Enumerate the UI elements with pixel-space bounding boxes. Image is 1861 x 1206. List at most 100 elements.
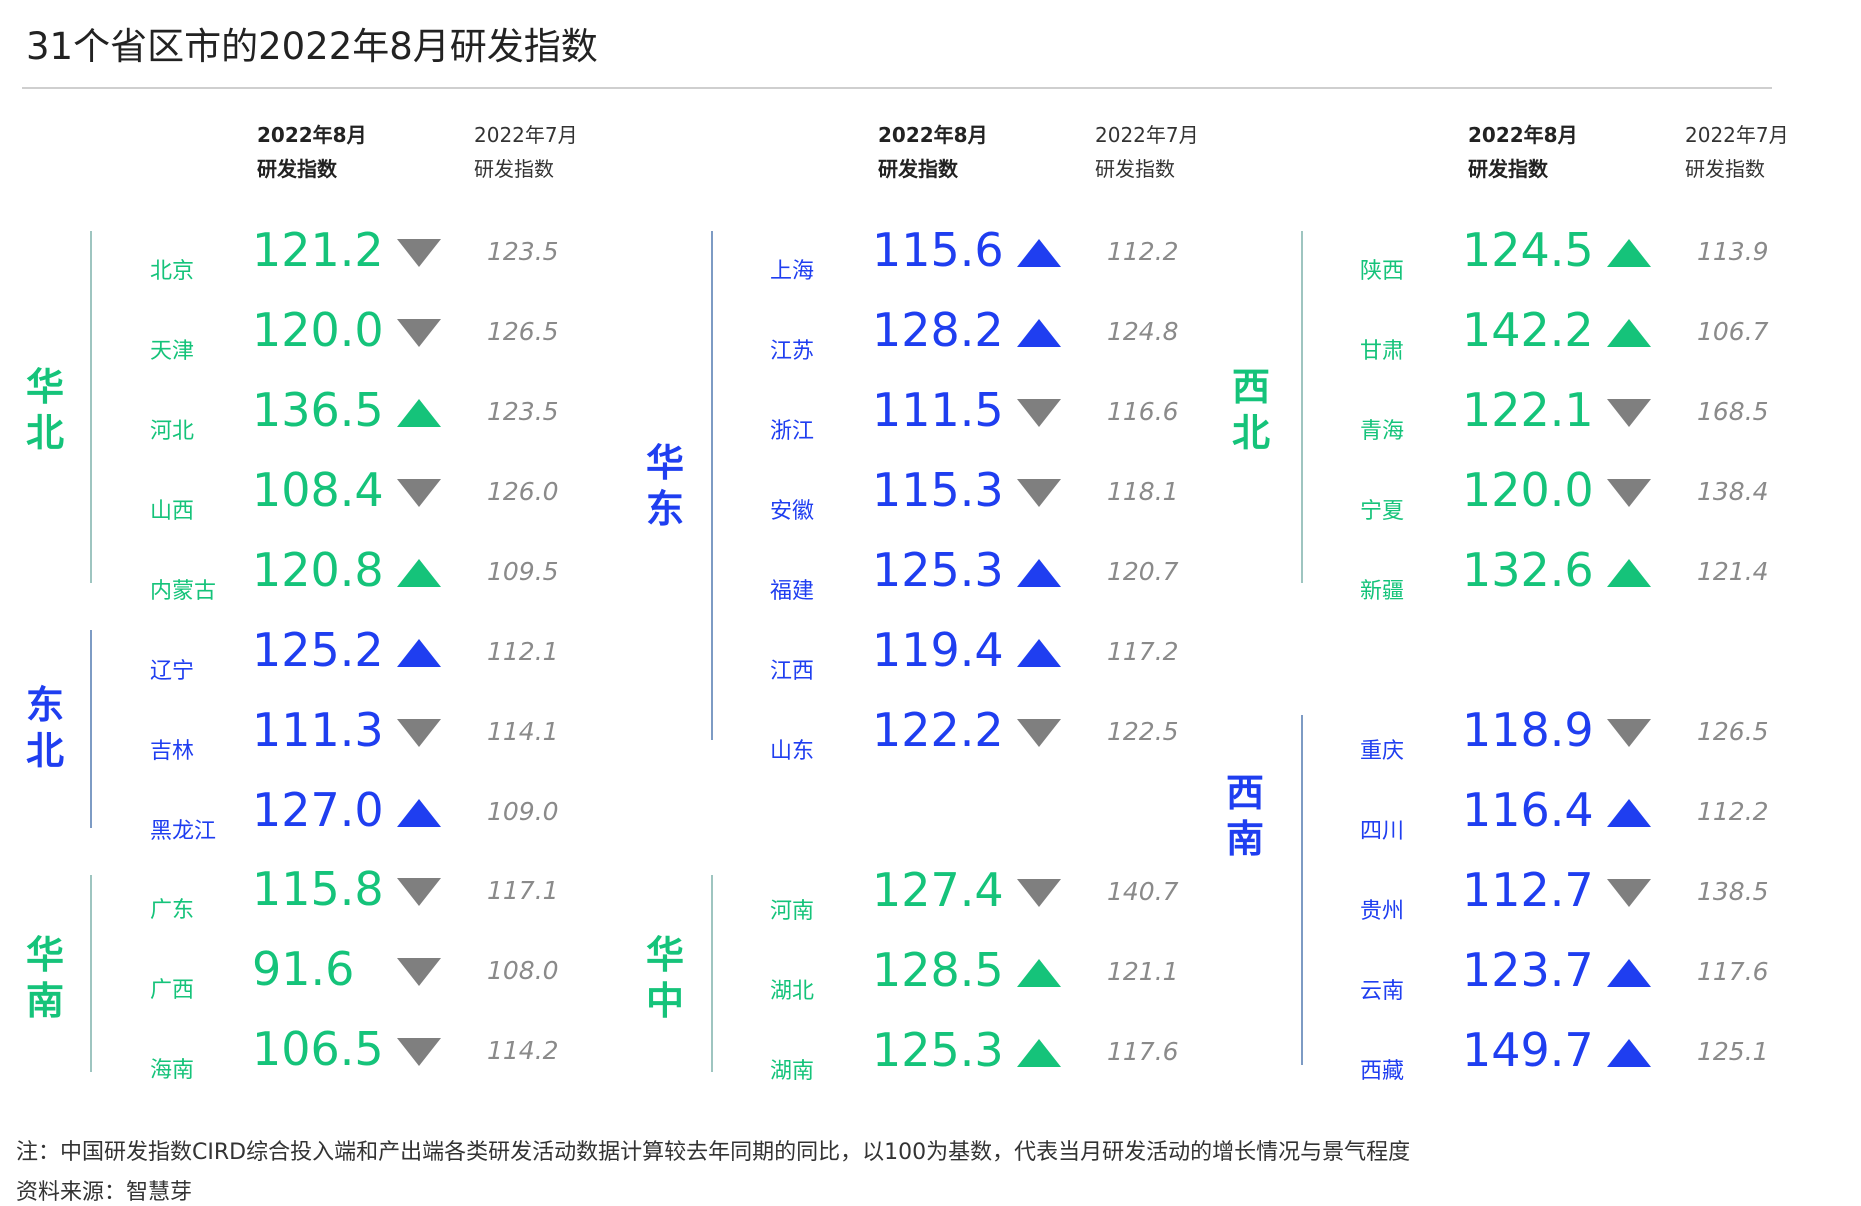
triangle-down-icon (397, 319, 441, 347)
jul-index-value: 125.1 (1697, 1037, 1769, 1066)
header-jul-col1: 2022年7月 研发指数 (474, 118, 578, 186)
region-label-char: 华 (645, 933, 684, 977)
triangle-down-icon (1017, 879, 1061, 907)
jul-index-value: 168.5 (1697, 397, 1769, 426)
aug-index-value: 108.4 (252, 463, 384, 517)
triangle-down-icon (1607, 879, 1651, 907)
region-label: 东北 (22, 682, 68, 774)
triangle-up-icon (1607, 959, 1651, 987)
jul-index-value: 106.7 (1697, 317, 1769, 346)
region-divider-line (90, 630, 92, 828)
triangle-down-icon (1607, 399, 1651, 427)
region-divider-line (1301, 231, 1303, 583)
province-name: 浙江 (770, 419, 815, 444)
triangle-down-icon (1017, 399, 1061, 427)
jul-index-value: 123.5 (487, 237, 559, 266)
province-name: 新疆 (1360, 579, 1405, 604)
jul-index-value: 138.5 (1697, 877, 1769, 906)
province-name: 贵州 (1360, 899, 1405, 924)
province-name: 湖南 (770, 1059, 815, 1084)
triangle-up-icon (1607, 239, 1651, 267)
jul-index-value: 117.6 (1107, 1037, 1179, 1066)
jul-index-value: 112.2 (1107, 237, 1179, 266)
aug-index-value: 115.6 (872, 223, 1004, 277)
header-jul-line1: 2022年7月 (474, 123, 578, 147)
triangle-up-icon (397, 799, 441, 827)
region-label: 华南 (22, 932, 68, 1024)
province-name: 山东 (770, 739, 815, 764)
region-label: 西北 (1228, 364, 1274, 456)
triangle-up-icon (397, 559, 441, 587)
header-aug-col3: 2022年8月 研发指数 (1468, 118, 1578, 186)
province-name: 陕西 (1360, 259, 1405, 284)
region-label: 华东 (642, 440, 688, 532)
jul-index-value: 117.6 (1697, 957, 1769, 986)
header-jul-line2: 研发指数 (1685, 157, 1765, 181)
jul-index-value: 126.5 (1697, 717, 1769, 746)
header-aug-line1: 2022年8月 (878, 123, 988, 147)
region-divider-line (90, 231, 92, 583)
region-label-char: 西 (1231, 365, 1270, 409)
triangle-up-icon (1017, 959, 1061, 987)
region-label: 华北 (22, 364, 68, 456)
triangle-up-icon (1017, 239, 1061, 267)
header-aug-col1: 2022年8月 研发指数 (257, 118, 367, 186)
aug-index-value: 112.7 (1462, 863, 1594, 917)
triangle-up-icon (397, 639, 441, 667)
province-name: 北京 (150, 259, 195, 284)
jul-index-value: 113.9 (1697, 237, 1769, 266)
region-label-char: 华 (645, 441, 684, 485)
province-name: 黑龙江 (150, 819, 217, 844)
jul-index-value: 109.5 (487, 557, 559, 586)
province-name: 福建 (770, 579, 815, 604)
triangle-down-icon (1017, 719, 1061, 747)
header-jul-line1: 2022年7月 (1095, 123, 1199, 147)
region-divider-line (1301, 715, 1303, 1065)
region-divider-line (90, 875, 92, 1072)
aug-index-value: 106.5 (252, 1022, 384, 1076)
aug-index-value: 142.2 (1462, 303, 1594, 357)
province-name: 内蒙古 (150, 579, 217, 604)
page-title: 31个省区市的2022年8月研发指数 (26, 25, 598, 68)
aug-index-value: 115.8 (252, 862, 384, 916)
triangle-up-icon (397, 399, 441, 427)
jul-index-value: 118.1 (1107, 477, 1179, 506)
jul-index-value: 123.5 (487, 397, 559, 426)
triangle-up-icon (1607, 799, 1651, 827)
aug-index-value: 128.5 (872, 943, 1004, 997)
province-name: 西藏 (1360, 1059, 1405, 1084)
region-label-char: 东 (25, 683, 64, 727)
aug-index-value: 115.3 (872, 463, 1004, 517)
province-name: 河南 (770, 899, 815, 924)
header-aug-line2: 研发指数 (257, 157, 337, 181)
region-label-char: 南 (1225, 817, 1264, 861)
aug-index-value: 125.3 (872, 1023, 1004, 1077)
aug-index-value: 128.2 (872, 303, 1004, 357)
triangle-down-icon (397, 239, 441, 267)
province-name: 江苏 (770, 339, 815, 364)
province-name: 吉林 (150, 739, 195, 764)
header-jul-col3: 2022年7月 研发指数 (1685, 118, 1789, 186)
jul-index-value: 138.4 (1697, 477, 1769, 506)
jul-index-value: 114.1 (487, 717, 559, 746)
header-aug-line1: 2022年8月 (257, 123, 367, 147)
region-label-char: 中 (645, 979, 684, 1023)
province-name: 安徽 (770, 499, 815, 524)
jul-index-value: 124.8 (1107, 317, 1179, 346)
province-name: 辽宁 (150, 659, 195, 684)
aug-index-value: 127.4 (872, 863, 1004, 917)
aug-index-value: 120.8 (252, 543, 384, 597)
aug-index-value: 149.7 (1462, 1023, 1594, 1077)
region-divider-line (711, 875, 713, 1072)
triangle-down-icon (397, 958, 441, 986)
province-name: 宁夏 (1360, 499, 1405, 524)
jul-index-value: 117.2 (1107, 637, 1179, 666)
aug-index-value: 111.3 (252, 703, 384, 757)
province-name: 重庆 (1360, 739, 1405, 764)
jul-index-value: 112.1 (487, 637, 559, 666)
triangle-down-icon (397, 479, 441, 507)
province-name: 河北 (150, 419, 195, 444)
aug-index-value: 116.4 (1462, 783, 1594, 837)
title-divider (22, 87, 1772, 89)
header-aug-line2: 研发指数 (1468, 157, 1548, 181)
